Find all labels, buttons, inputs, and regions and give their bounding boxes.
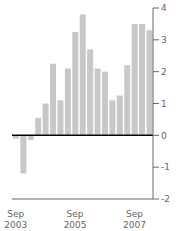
svg-text:-2: -2	[161, 194, 170, 204]
svg-text:Sep2005: Sep2005	[64, 209, 87, 230]
svg-text:2: 2	[161, 67, 167, 77]
svg-text:Sep2007: Sep2007	[123, 209, 146, 230]
svg-text:-1: -1	[161, 162, 170, 172]
svg-text:0: 0	[161, 131, 167, 141]
svg-text:4: 4	[161, 3, 167, 13]
svg-text:Sep2003: Sep2003	[4, 209, 27, 230]
svg-text:1: 1	[161, 99, 167, 109]
svg-text:3: 3	[161, 35, 167, 45]
